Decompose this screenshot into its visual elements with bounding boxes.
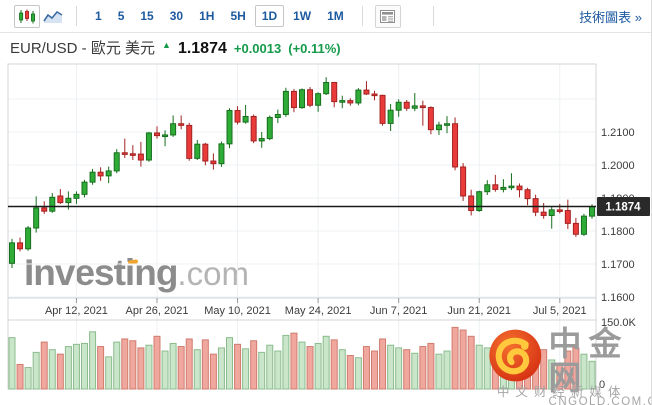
investing-watermark: Investing.com [24,254,249,293]
line-chart-icon [43,10,63,23]
watermark-suffix: .com [177,255,249,292]
svg-text:Jul 5, 2021: Jul 5, 2021 [533,305,587,317]
timeframe-15m[interactable]: 15 [133,5,160,27]
svg-text:Jun 21, 2021: Jun 21, 2021 [447,305,511,317]
svg-text:1.2100: 1.2100 [601,127,635,139]
svg-text:May 10, 2021: May 10, 2021 [204,305,271,317]
up-arrow-icon: ▲ [162,40,171,50]
last-price: 1.1874 [177,40,227,57]
cngold-logo-url: CNGOLD.COM.CN [548,396,651,405]
timeframe-1m[interactable]: 1 [88,5,109,27]
candlestick-chart[interactable]: Apr 12, 2021 Apr 26, 2021 May 10, 2021 May … [0,62,652,400]
cngold-logo-name: 中金网 [548,325,629,396]
watermark-brand: Investing [24,252,178,293]
svg-text:Jun 7, 2021: Jun 7, 2021 [370,305,428,317]
timeframe-1d[interactable]: 1D [254,5,285,27]
timeframe-1w[interactable]: 1W [286,5,318,27]
svg-text:1.1700: 1.1700 [601,259,635,271]
svg-text:150.0K: 150.0K [601,317,637,329]
price-change-percent: (+0.11%) [288,41,341,56]
instrument-header: EUR/USD - 歐元 美元 ▲ 1.1874 +0.0013 (+0.11%… [10,37,341,58]
svg-text:1.2000: 1.2000 [601,160,635,172]
svg-text:1.1800: 1.1800 [601,226,635,238]
timeframe-5m[interactable]: 5 [111,5,132,27]
svg-text:May 24, 2021: May 24, 2021 [285,305,352,317]
timeframe-30m[interactable]: 30 [163,5,190,27]
cngold-logo-icon [489,329,542,382]
candlestick-chart-button[interactable] [14,4,40,28]
cngold-logo: 中金网 CNGOLD.COM.CN [487,325,651,405]
technical-chart-link[interactable]: 技術圖表 » [579,9,642,25]
timeframe-1mo[interactable]: 1M [320,5,351,27]
cngold-tagline: 中文财经新媒体 [497,385,627,399]
svg-text:0: 0 [599,379,605,391]
news-panel-icon [380,9,396,23]
news-panel-button[interactable] [374,4,401,28]
svg-text:Apr 12, 2021: Apr 12, 2021 [45,305,108,317]
line-chart-button[interactable] [40,4,66,28]
toolbar-separator [432,6,434,26]
svg-text:Apr 26, 2021: Apr 26, 2021 [126,305,189,317]
toolbar-separator [76,6,77,26]
cngold-logo-text: 中金网 CNGOLD.COM.CN [548,325,651,405]
timeframe-5h[interactable]: 5H [223,5,252,27]
svg-text:1.1600: 1.1600 [601,292,635,304]
timeframe-1h[interactable]: 1H [192,5,221,27]
instrument-title: EUR/USD - 歐元 美元 [10,40,156,57]
price-change: +0.0013 [233,41,282,56]
svg-text:1.1874: 1.1874 [605,202,641,214]
toolbar: 1 5 15 30 1H 5H 1D 1W 1M 技術圖表 » [0,0,651,33]
candlestick-chart-icon [19,9,35,23]
toolbar-separator [361,6,363,26]
